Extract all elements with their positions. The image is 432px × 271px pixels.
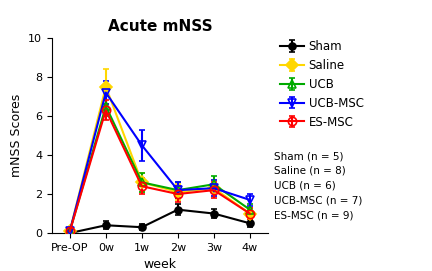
Text: Sham (n = 5)
Saline (n = 8)
UCB (n = 6)
UCB-MSC (n = 7)
ES-MSC (n = 9): Sham (n = 5) Saline (n = 8) UCB (n = 6) … <box>274 151 363 220</box>
Title: Acute mNSS: Acute mNSS <box>108 19 212 34</box>
Y-axis label: mNSS Scores: mNSS Scores <box>10 94 22 177</box>
X-axis label: week: week <box>143 258 176 271</box>
Legend: Sham, Saline, UCB, UCB-MSC, ES-MSC: Sham, Saline, UCB, UCB-MSC, ES-MSC <box>280 40 364 128</box>
